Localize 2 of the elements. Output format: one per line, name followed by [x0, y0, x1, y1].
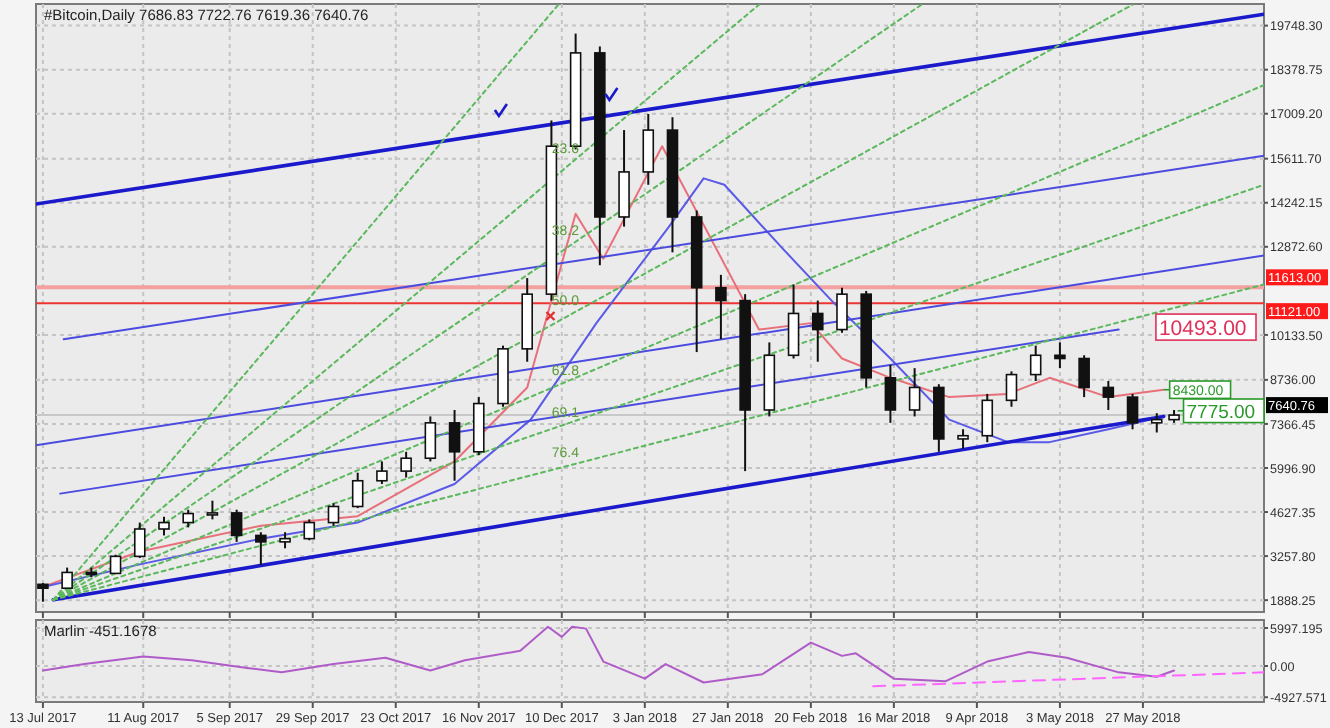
annotation: 10493.00 — [1158, 316, 1247, 341]
annotation: 7775.00 — [1186, 401, 1256, 424]
